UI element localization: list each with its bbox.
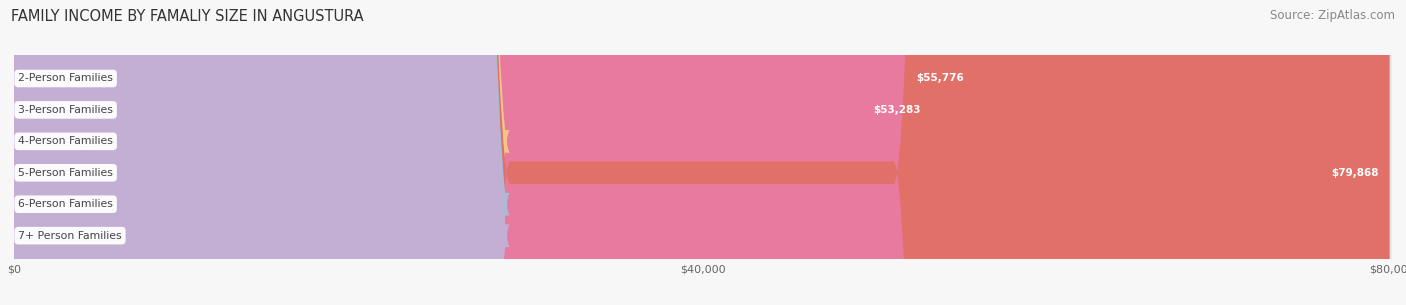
Text: 4-Person Families: 4-Person Families <box>18 136 112 146</box>
FancyBboxPatch shape <box>14 0 1392 305</box>
FancyBboxPatch shape <box>0 0 510 305</box>
FancyBboxPatch shape <box>14 0 932 305</box>
FancyBboxPatch shape <box>14 0 974 305</box>
FancyBboxPatch shape <box>14 0 1392 305</box>
FancyBboxPatch shape <box>14 0 1389 305</box>
FancyBboxPatch shape <box>14 0 1392 305</box>
FancyBboxPatch shape <box>14 0 1392 305</box>
FancyBboxPatch shape <box>14 0 1392 305</box>
Text: FAMILY INCOME BY FAMALIY SIZE IN ANGUSTURA: FAMILY INCOME BY FAMALIY SIZE IN ANGUSTU… <box>11 9 364 24</box>
FancyBboxPatch shape <box>0 0 510 305</box>
Text: $0: $0 <box>79 199 91 209</box>
Text: Source: ZipAtlas.com: Source: ZipAtlas.com <box>1270 9 1395 22</box>
Text: $79,868: $79,868 <box>1331 168 1379 178</box>
Text: 3-Person Families: 3-Person Families <box>18 105 112 115</box>
Text: 5-Person Families: 5-Person Families <box>18 168 112 178</box>
Text: $53,283: $53,283 <box>873 105 921 115</box>
Text: $0: $0 <box>79 231 91 241</box>
FancyBboxPatch shape <box>14 0 1392 305</box>
Text: 7+ Person Families: 7+ Person Families <box>18 231 122 241</box>
FancyBboxPatch shape <box>0 0 510 305</box>
Text: $55,776: $55,776 <box>915 74 963 84</box>
Text: 2-Person Families: 2-Person Families <box>18 74 112 84</box>
Text: $0: $0 <box>79 136 91 146</box>
Text: 6-Person Families: 6-Person Families <box>18 199 112 209</box>
